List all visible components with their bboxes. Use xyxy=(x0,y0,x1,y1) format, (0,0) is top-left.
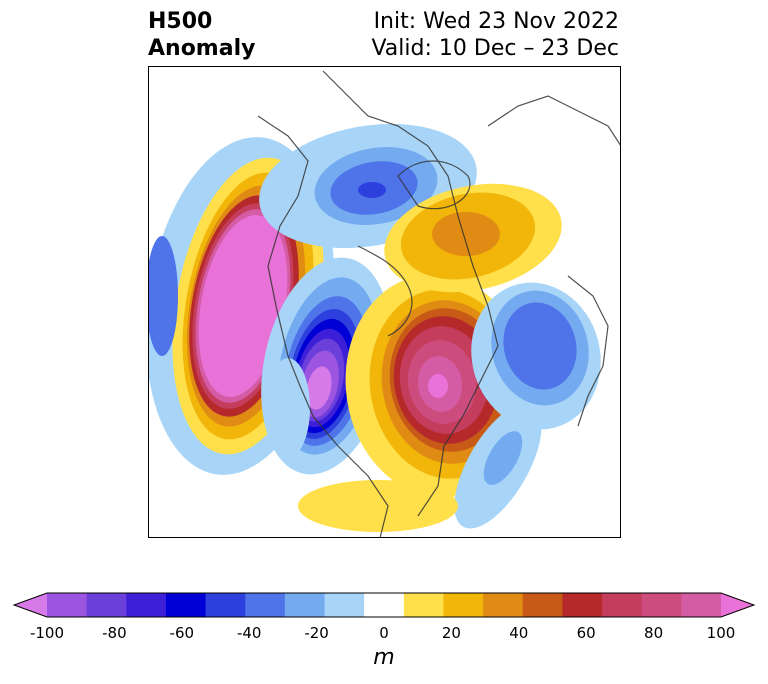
colorbar-tick-label: 60 xyxy=(576,624,596,642)
anomaly-map xyxy=(148,66,621,538)
colorbar xyxy=(12,592,756,618)
colorbar-tick-label: -60 xyxy=(169,624,195,642)
colorbar-cell xyxy=(602,593,643,617)
colorbar-extend-high xyxy=(721,593,754,617)
colorbar-cell xyxy=(681,593,722,617)
western-trough xyxy=(261,257,391,475)
colorbar-tick-label: 40 xyxy=(509,624,529,642)
colorbar-cell xyxy=(126,593,167,617)
colorbar-cell xyxy=(245,593,286,617)
date-info: Init: Wed 23 Nov 2022 Valid: 10 Dec – 23… xyxy=(371,8,619,62)
colorbar-tick-label: -80 xyxy=(102,624,127,642)
colorbar-cell xyxy=(562,593,603,617)
colorbar-tick-label: 80 xyxy=(644,624,664,642)
colorbar-cell xyxy=(483,593,524,617)
colorbar-cell xyxy=(284,593,326,617)
colorbar-cell xyxy=(205,593,246,617)
colorbar-tick-label: 20 xyxy=(441,624,461,642)
arctic-ridge xyxy=(384,183,562,293)
colorbar-ticks: -100 -80 -60 -40 -20 0 20 40 60 80 100 xyxy=(0,624,768,646)
colorbar-tick-label: 0 xyxy=(379,624,389,642)
map-title: H500 Anomaly xyxy=(148,8,255,62)
colorbar-cell xyxy=(86,593,127,617)
colorbar-tick-label: -20 xyxy=(304,624,329,642)
valid-range: Valid: 10 Dec – 23 Dec xyxy=(371,36,619,61)
atlantic-lows xyxy=(266,282,601,529)
title-line-1: H500 xyxy=(148,9,213,34)
colorbar-cell xyxy=(165,593,207,617)
coastlines xyxy=(257,70,621,538)
init-date: Init: Wed 23 Nov 2022 xyxy=(373,9,619,34)
colorbar-cell xyxy=(403,593,444,617)
colorbar-extend-low xyxy=(14,593,47,617)
colorbar-cell xyxy=(641,593,682,617)
subtropical-ridge xyxy=(298,480,458,532)
colorbar-tick-label: -40 xyxy=(236,624,262,642)
title-line-2: Anomaly xyxy=(148,36,256,61)
colorbar-unit: m xyxy=(373,645,395,670)
colorbar-tick-label: 100 xyxy=(706,624,736,642)
colorbar-cell xyxy=(443,593,484,617)
colorbar-cell xyxy=(522,593,563,617)
colorbar-cell xyxy=(324,593,365,617)
colorbar-cell xyxy=(47,593,88,617)
colorbar-cell xyxy=(364,593,405,617)
colorbar-tick-label: -100 xyxy=(29,624,65,642)
